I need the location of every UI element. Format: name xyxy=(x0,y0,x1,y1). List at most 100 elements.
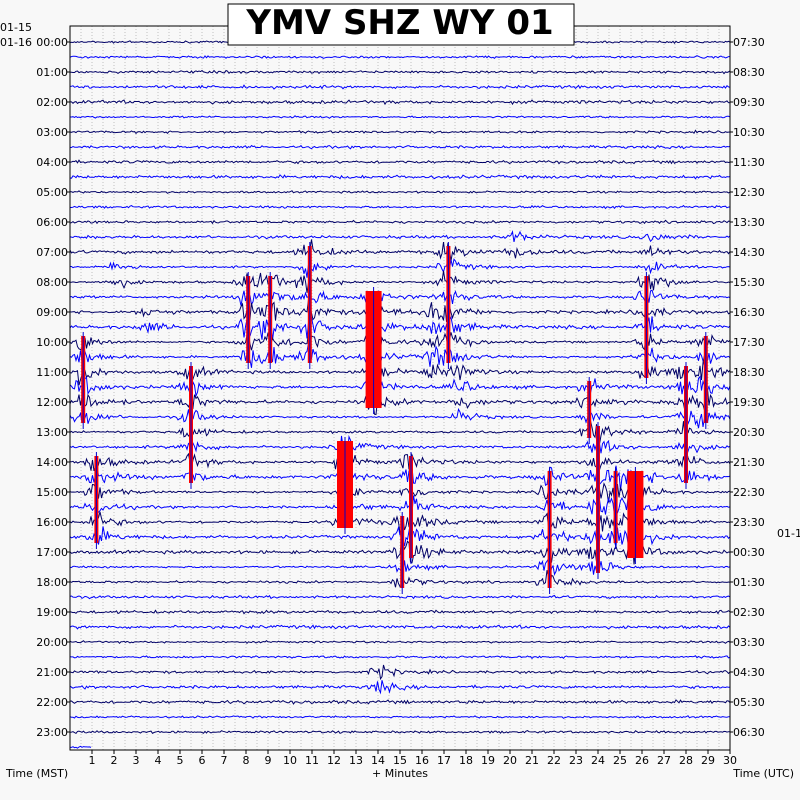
seismic-trace xyxy=(69,144,731,150)
x-tick-label: 10 xyxy=(283,754,297,767)
seismic-trace xyxy=(69,540,731,565)
seismic-trace xyxy=(70,451,731,473)
x-tick-label: 15 xyxy=(393,754,407,767)
right-hour-label: 04:30 xyxy=(733,666,765,679)
x-tick-label: 3 xyxy=(133,754,140,767)
seismic-trace xyxy=(69,129,731,135)
seismic-trace xyxy=(69,204,731,210)
seismic-trace xyxy=(69,174,731,180)
x-tick-label: 13 xyxy=(349,754,363,767)
right-hour-label: 05:30 xyxy=(733,696,765,709)
right-hour-label: 00:30 xyxy=(733,546,765,559)
seismic-trace xyxy=(70,258,731,278)
left-hour-label: 01:00 xyxy=(36,66,68,79)
x-tick-label: 20 xyxy=(503,754,517,767)
seismic-trace xyxy=(70,99,731,106)
seismic-trace xyxy=(69,680,731,695)
right-date-change: 01-1 xyxy=(777,527,800,540)
seismic-trace xyxy=(69,640,731,645)
trace-layer xyxy=(69,40,731,749)
left-hour-label: 23:00 xyxy=(36,726,68,739)
x-tick-label: 14 xyxy=(371,754,385,767)
left-axis-label: Time (MST) xyxy=(5,767,68,780)
seismic-trace xyxy=(69,557,731,576)
left-hour-label: 22:00 xyxy=(36,696,68,709)
x-tick-label: 17 xyxy=(437,754,451,767)
seismic-trace xyxy=(69,332,731,353)
left-hour-label: 11:00 xyxy=(36,366,68,379)
right-hour-label: 10:30 xyxy=(733,126,765,139)
left-hour-label: 03:00 xyxy=(36,126,68,139)
seismic-trace xyxy=(70,115,731,119)
right-hour-label: 03:30 xyxy=(733,636,765,649)
left-hour-label: 05:00 xyxy=(36,186,68,199)
left-hour-label: 21:00 xyxy=(36,666,68,679)
seismic-trace xyxy=(69,420,731,445)
seismic-trace xyxy=(69,230,731,243)
right-hour-label: 19:30 xyxy=(733,396,765,409)
left-hour-label: 12:00 xyxy=(36,396,68,409)
seismic-trace xyxy=(69,315,731,341)
seismic-trace xyxy=(69,463,731,492)
left-hour-label: 15:00 xyxy=(36,486,68,499)
seismic-trace xyxy=(69,715,730,719)
x-tick-label: 27 xyxy=(657,754,671,767)
seismic-trace xyxy=(69,434,731,455)
x-tick-label: 26 xyxy=(635,754,649,767)
seismic-trace xyxy=(69,609,731,615)
seismic-trace xyxy=(69,355,731,386)
left-hour-label: 20:00 xyxy=(36,636,68,649)
left-hour-label: 10:00 xyxy=(36,336,68,349)
right-hour-label: 02:30 xyxy=(733,606,765,619)
left-hour-label: 09:00 xyxy=(36,306,68,319)
left-hour-label: 08:00 xyxy=(36,276,68,289)
right-hour-label: 11:30 xyxy=(733,156,765,169)
seismic-trace xyxy=(69,570,731,588)
seismic-trace xyxy=(69,69,731,75)
x-tick-label: 9 xyxy=(265,754,272,767)
seismic-trace xyxy=(69,730,730,735)
x-tick-label: 28 xyxy=(679,754,693,767)
x-tick-label: 11 xyxy=(305,754,319,767)
clip-layer xyxy=(81,242,708,594)
seismic-trace xyxy=(69,239,731,261)
left-hour-label: 06:00 xyxy=(36,216,68,229)
right-axis-label: Time (UTC) xyxy=(732,767,794,780)
left-hour-label: 02:00 xyxy=(36,96,68,109)
left-date-top: 01-15 xyxy=(0,21,32,34)
right-hour-label: 14:30 xyxy=(733,246,765,259)
title-box: YMV SHZ WY 01 xyxy=(227,3,575,46)
seismic-trace xyxy=(69,55,730,59)
x-tick-label: 12 xyxy=(327,754,341,767)
x-tick-label: 29 xyxy=(701,754,715,767)
left-hour-label: 07:00 xyxy=(36,246,68,259)
seismic-trace xyxy=(69,219,731,225)
right-hour-label: 15:30 xyxy=(733,276,765,289)
right-hour-label: 06:30 xyxy=(733,726,765,739)
right-hour-label: 21:30 xyxy=(733,456,765,469)
x-tick-label: 23 xyxy=(569,754,583,767)
seismic-trace xyxy=(69,699,731,705)
x-tick-label: 16 xyxy=(415,754,429,767)
label-layer: 1 2 3 4 5 6 7 8 9 10 11 12 13 14 15 16 17 18 19 20 21 22 23 24 2… xyxy=(0,21,800,780)
seismic-trace xyxy=(69,522,731,547)
left-date-start: 01-16 xyxy=(0,36,32,49)
seismic-trace xyxy=(69,655,731,660)
seismic-trace xyxy=(69,624,731,630)
seismic-trace xyxy=(69,343,731,368)
x-tick-label: 1 xyxy=(89,754,96,767)
seismic-trace xyxy=(69,493,731,518)
x-tick-label: 4 xyxy=(155,754,162,767)
right-hour-label: 09:30 xyxy=(733,96,765,109)
right-hour-label: 18:30 xyxy=(733,366,765,379)
x-tick-label: 21 xyxy=(525,754,539,767)
right-hour-label: 12:30 xyxy=(733,186,765,199)
seismic-trace xyxy=(70,270,731,293)
left-hour-label: 14:00 xyxy=(36,456,68,469)
seismic-trace xyxy=(69,664,731,681)
tick-layer xyxy=(67,41,733,754)
seismic-trace xyxy=(69,190,731,194)
x-tick-label: 2 xyxy=(111,754,118,767)
right-hour-label: 01:30 xyxy=(733,576,765,589)
